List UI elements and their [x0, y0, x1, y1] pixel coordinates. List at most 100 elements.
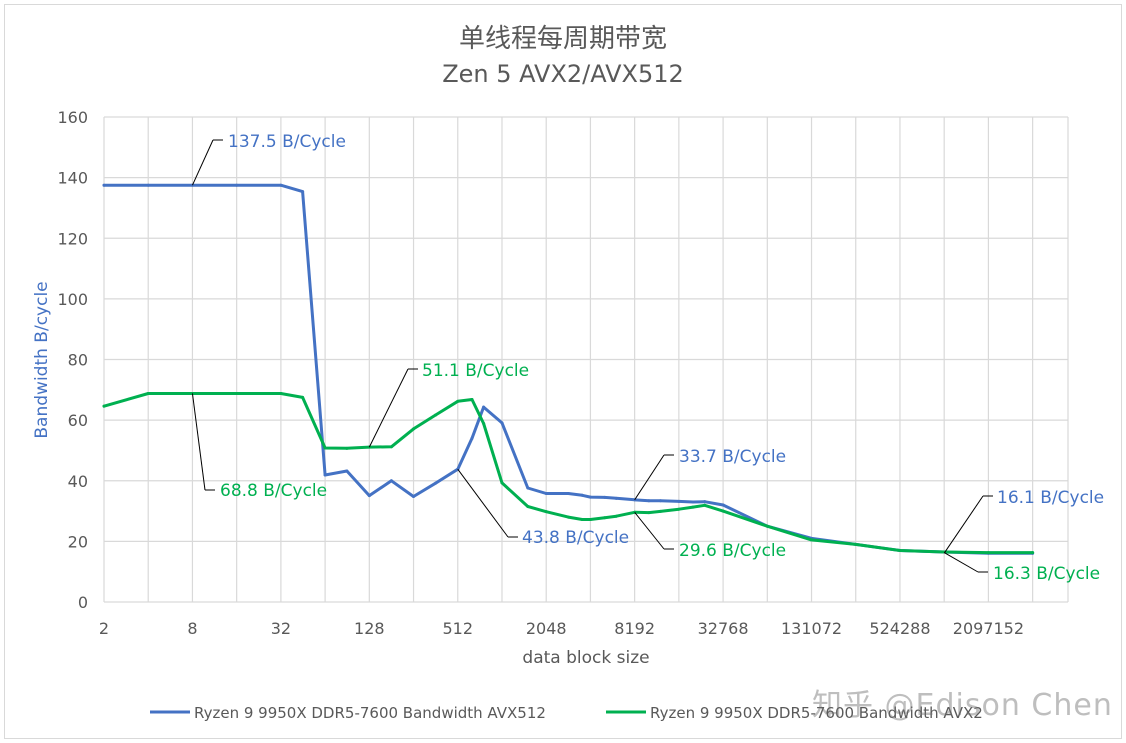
- data-label: 16.3 B/Cycle: [993, 564, 1100, 584]
- data-point: [614, 496, 618, 500]
- data-point: [345, 469, 349, 473]
- data-point: [500, 421, 504, 425]
- annotation-leader: [634, 454, 665, 501]
- data-label: 68.8 B/Cycle: [220, 481, 327, 501]
- chart-subtitle: Zen 5 AVX2/AVX512: [442, 60, 684, 88]
- y-tick-label: 160: [57, 108, 88, 127]
- data-point: [1031, 551, 1035, 555]
- annotation-leader: [457, 468, 509, 538]
- data-point: [389, 479, 393, 483]
- data-point: [659, 509, 663, 513]
- y-tick-label: 60: [68, 411, 88, 430]
- watermark: 知乎 @Edison Chen: [812, 688, 1113, 723]
- y-tick-label: 140: [57, 169, 88, 188]
- data-point: [677, 507, 681, 511]
- data-point: [580, 518, 584, 522]
- data-point: [810, 538, 814, 542]
- data-point: [500, 481, 504, 485]
- data-point: [434, 481, 438, 485]
- annotation-leader: [368, 368, 409, 448]
- annotation-leader: [191, 393, 206, 491]
- data-point: [614, 514, 618, 518]
- data-label: 33.7 B/Cycle: [679, 447, 786, 467]
- x-tick-label: 128: [354, 619, 385, 638]
- data-label: 137.5 B/Cycle: [228, 132, 346, 152]
- annotation-leader: [191, 139, 214, 186]
- data-point: [526, 486, 530, 490]
- data-point: [470, 398, 474, 402]
- data-point: [412, 427, 416, 431]
- data-point: [647, 511, 651, 515]
- data-point: [146, 391, 150, 395]
- y-tick-label: 20: [68, 532, 88, 551]
- data-point: [691, 500, 695, 504]
- data-point: [470, 436, 474, 440]
- data-point: [301, 395, 305, 399]
- data-label: 43.8 B/Cycle: [522, 528, 629, 548]
- y-tick-label: 80: [68, 351, 88, 370]
- data-point: [703, 503, 707, 507]
- data-point: [603, 495, 607, 499]
- data-point: [566, 491, 570, 495]
- x-tick-label: 2097152: [953, 619, 1024, 638]
- y-tick-label: 120: [57, 229, 88, 248]
- y-tick-label: 100: [57, 290, 88, 309]
- x-tick-label: 524288: [869, 619, 930, 638]
- data-point: [102, 183, 106, 187]
- annotation-leader: [943, 552, 979, 573]
- data-point: [677, 499, 681, 503]
- x-tick-label: 512: [442, 619, 473, 638]
- legend-label: Ryzen 9 9950X DDR5-7600 Bandwidth AVX512: [194, 704, 546, 722]
- data-label: 29.6 B/Cycle: [679, 541, 786, 561]
- x-tick-label: 32768: [698, 619, 749, 638]
- data-point: [898, 548, 902, 552]
- data-point: [603, 516, 607, 520]
- data-point: [279, 391, 283, 395]
- x-tick-label: 2048: [526, 619, 567, 638]
- annotation-leader: [634, 511, 665, 550]
- data-point: [647, 499, 651, 503]
- data-point: [279, 183, 283, 187]
- data-point: [588, 518, 592, 522]
- y-axis-label: Bandwidth B/cycle: [32, 281, 52, 438]
- data-point: [588, 495, 592, 499]
- data-label: 16.1 B/Cycle: [997, 488, 1104, 508]
- data-point: [367, 494, 371, 498]
- data-point: [235, 391, 239, 395]
- data-point: [580, 493, 584, 497]
- data-point: [691, 505, 695, 509]
- data-point: [482, 421, 486, 425]
- legend-label: Ryzen 9 9950X DDR5-7600 Bandwidth AVX2: [650, 704, 983, 722]
- data-point: [146, 183, 150, 187]
- data-point: [235, 183, 239, 187]
- data-point: [854, 542, 858, 546]
- data-point: [986, 551, 990, 555]
- chart-title: 单线程每周期带宽: [458, 24, 667, 54]
- x-tick-label: 32: [271, 619, 291, 638]
- data-point: [765, 524, 769, 528]
- data-point: [721, 503, 725, 507]
- data-point: [703, 500, 707, 504]
- data-point: [721, 509, 725, 513]
- x-tick-label: 131072: [781, 619, 842, 638]
- data-point: [482, 405, 486, 409]
- data-point: [659, 499, 663, 503]
- y-tick-label: 0: [78, 593, 88, 612]
- data-point: [544, 491, 548, 495]
- data-label: 51.1 B/Cycle: [422, 361, 529, 381]
- annotation-leader: [943, 495, 984, 554]
- x-tick-label: 8192: [614, 619, 655, 638]
- data-point: [102, 404, 106, 408]
- data-point: [526, 505, 530, 509]
- y-tick-label: 40: [68, 472, 88, 491]
- x-tick-label: 8: [187, 619, 197, 638]
- data-point: [456, 399, 460, 403]
- data-point: [412, 495, 416, 499]
- data-point: [566, 515, 570, 519]
- data-point: [323, 446, 327, 450]
- x-tick-label: 2: [99, 619, 109, 638]
- data-point: [345, 446, 349, 450]
- data-point: [389, 445, 393, 449]
